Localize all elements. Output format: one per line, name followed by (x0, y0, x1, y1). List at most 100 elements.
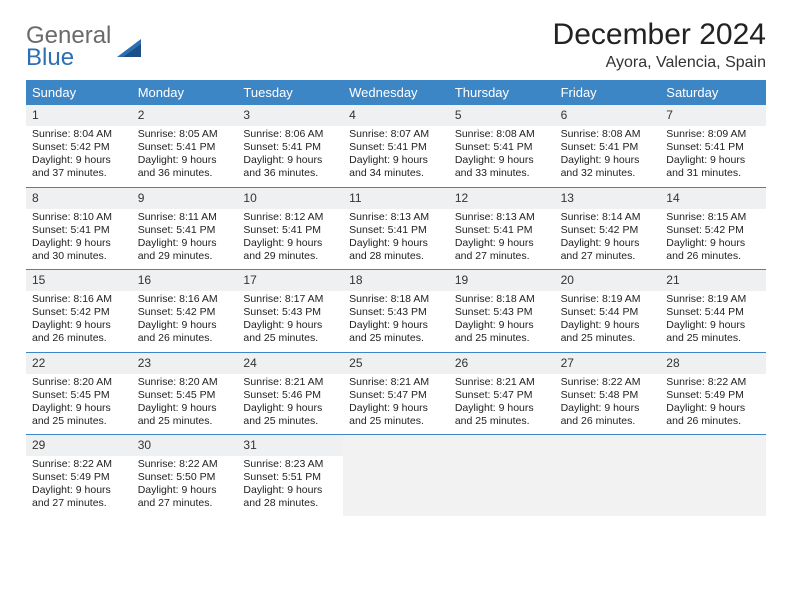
location-label: Ayora, Valencia, Spain (553, 54, 766, 72)
calendar-cell: 31Sunrise: 8:23 AMSunset: 5:51 PMDayligh… (237, 435, 343, 517)
sunset-line: Sunset: 5:41 PM (455, 224, 549, 237)
calendar-cell (555, 435, 661, 517)
sunset-line: Sunset: 5:48 PM (561, 389, 655, 402)
sunset-line: Sunset: 5:42 PM (32, 306, 126, 319)
day-number: 25 (343, 353, 449, 374)
day-number: 15 (26, 270, 132, 291)
day-number: 14 (660, 188, 766, 209)
daylight-line: Daylight: 9 hours and 37 minutes. (32, 154, 126, 180)
sunrise-line: Sunrise: 8:15 AM (666, 211, 760, 224)
calendar-cell: 28Sunrise: 8:22 AMSunset: 5:49 PMDayligh… (660, 353, 766, 435)
day-body: Sunrise: 8:20 AMSunset: 5:45 PMDaylight:… (132, 374, 238, 435)
sunset-line: Sunset: 5:41 PM (32, 224, 126, 237)
day-number: 5 (449, 105, 555, 126)
calendar-cell: 27Sunrise: 8:22 AMSunset: 5:48 PMDayligh… (555, 353, 661, 435)
day-body: Sunrise: 8:11 AMSunset: 5:41 PMDaylight:… (132, 209, 238, 270)
daylight-line: Daylight: 9 hours and 33 minutes. (455, 154, 549, 180)
day-body: Sunrise: 8:19 AMSunset: 5:44 PMDaylight:… (555, 291, 661, 352)
day-body: Sunrise: 8:23 AMSunset: 5:51 PMDaylight:… (237, 456, 343, 517)
title-block: December 2024 Ayora, Valencia, Spain (553, 18, 766, 72)
calendar-table: Sunday Monday Tuesday Wednesday Thursday… (26, 80, 766, 517)
day-number: 13 (555, 188, 661, 209)
day-number: 22 (26, 353, 132, 374)
day-number: 28 (660, 353, 766, 374)
calendar-cell (660, 435, 766, 517)
sunset-line: Sunset: 5:41 PM (349, 224, 443, 237)
weekday-header: Monday (132, 80, 238, 105)
calendar-cell: 29Sunrise: 8:22 AMSunset: 5:49 PMDayligh… (26, 435, 132, 517)
day-number: 30 (132, 435, 238, 456)
sunset-line: Sunset: 5:41 PM (666, 141, 760, 154)
sunset-line: Sunset: 5:41 PM (138, 224, 232, 237)
calendar-cell: 12Sunrise: 8:13 AMSunset: 5:41 PMDayligh… (449, 188, 555, 270)
day-number-empty (555, 435, 661, 456)
sunrise-line: Sunrise: 8:06 AM (243, 128, 337, 141)
day-number: 9 (132, 188, 238, 209)
sunrise-line: Sunrise: 8:08 AM (561, 128, 655, 141)
day-number-empty (660, 435, 766, 456)
day-body-empty (555, 456, 661, 516)
daylight-line: Daylight: 9 hours and 26 minutes. (666, 237, 760, 263)
daylight-line: Daylight: 9 hours and 28 minutes. (349, 237, 443, 263)
sunrise-line: Sunrise: 8:20 AM (138, 376, 232, 389)
day-number: 2 (132, 105, 238, 126)
day-number: 24 (237, 353, 343, 374)
sunset-line: Sunset: 5:42 PM (138, 306, 232, 319)
weekday-header: Saturday (660, 80, 766, 105)
calendar-cell: 11Sunrise: 8:13 AMSunset: 5:41 PMDayligh… (343, 188, 449, 270)
calendar-week: 29Sunrise: 8:22 AMSunset: 5:49 PMDayligh… (26, 435, 766, 517)
calendar-cell: 19Sunrise: 8:18 AMSunset: 5:43 PMDayligh… (449, 270, 555, 352)
calendar-body: 1Sunrise: 8:04 AMSunset: 5:42 PMDaylight… (26, 105, 766, 517)
day-number: 23 (132, 353, 238, 374)
calendar-cell: 6Sunrise: 8:08 AMSunset: 5:41 PMDaylight… (555, 105, 661, 187)
calendar-cell: 1Sunrise: 8:04 AMSunset: 5:42 PMDaylight… (26, 105, 132, 187)
day-body: Sunrise: 8:14 AMSunset: 5:42 PMDaylight:… (555, 209, 661, 270)
day-number-empty (343, 435, 449, 456)
daylight-line: Daylight: 9 hours and 29 minutes. (138, 237, 232, 263)
day-body: Sunrise: 8:19 AMSunset: 5:44 PMDaylight:… (660, 291, 766, 352)
daylight-line: Daylight: 9 hours and 34 minutes. (349, 154, 443, 180)
day-body: Sunrise: 8:12 AMSunset: 5:41 PMDaylight:… (237, 209, 343, 270)
sunrise-line: Sunrise: 8:22 AM (666, 376, 760, 389)
day-body: Sunrise: 8:09 AMSunset: 5:41 PMDaylight:… (660, 126, 766, 187)
sunrise-line: Sunrise: 8:22 AM (32, 458, 126, 471)
daylight-line: Daylight: 9 hours and 29 minutes. (243, 237, 337, 263)
calendar-cell: 24Sunrise: 8:21 AMSunset: 5:46 PMDayligh… (237, 353, 343, 435)
calendar-cell: 9Sunrise: 8:11 AMSunset: 5:41 PMDaylight… (132, 188, 238, 270)
day-body: Sunrise: 8:18 AMSunset: 5:43 PMDaylight:… (343, 291, 449, 352)
day-body: Sunrise: 8:22 AMSunset: 5:49 PMDaylight:… (26, 456, 132, 517)
sunset-line: Sunset: 5:41 PM (138, 141, 232, 154)
sunrise-line: Sunrise: 8:21 AM (455, 376, 549, 389)
day-body: Sunrise: 8:22 AMSunset: 5:49 PMDaylight:… (660, 374, 766, 435)
day-body: Sunrise: 8:17 AMSunset: 5:43 PMDaylight:… (237, 291, 343, 352)
daylight-line: Daylight: 9 hours and 25 minutes. (243, 402, 337, 428)
sunset-line: Sunset: 5:41 PM (349, 141, 443, 154)
day-number: 27 (555, 353, 661, 374)
calendar-cell: 22Sunrise: 8:20 AMSunset: 5:45 PMDayligh… (26, 353, 132, 435)
day-body: Sunrise: 8:22 AMSunset: 5:48 PMDaylight:… (555, 374, 661, 435)
day-number: 16 (132, 270, 238, 291)
sunset-line: Sunset: 5:45 PM (138, 389, 232, 402)
calendar-cell: 16Sunrise: 8:16 AMSunset: 5:42 PMDayligh… (132, 270, 238, 352)
daylight-line: Daylight: 9 hours and 26 minutes. (666, 402, 760, 428)
sunset-line: Sunset: 5:44 PM (561, 306, 655, 319)
sunrise-line: Sunrise: 8:21 AM (243, 376, 337, 389)
day-body: Sunrise: 8:18 AMSunset: 5:43 PMDaylight:… (449, 291, 555, 352)
calendar-page: General Blue December 2024 Ayora, Valenc… (0, 0, 792, 612)
sunrise-line: Sunrise: 8:05 AM (138, 128, 232, 141)
day-body: Sunrise: 8:05 AMSunset: 5:41 PMDaylight:… (132, 126, 238, 187)
sunset-line: Sunset: 5:50 PM (138, 471, 232, 484)
daylight-line: Daylight: 9 hours and 27 minutes. (32, 484, 126, 510)
calendar-cell: 18Sunrise: 8:18 AMSunset: 5:43 PMDayligh… (343, 270, 449, 352)
day-body: Sunrise: 8:07 AMSunset: 5:41 PMDaylight:… (343, 126, 449, 187)
calendar-cell (343, 435, 449, 517)
sunset-line: Sunset: 5:49 PM (666, 389, 760, 402)
daylight-line: Daylight: 9 hours and 36 minutes. (243, 154, 337, 180)
logo: General Blue (26, 18, 147, 70)
calendar-cell (449, 435, 555, 517)
sunset-line: Sunset: 5:44 PM (666, 306, 760, 319)
day-number: 26 (449, 353, 555, 374)
day-number: 10 (237, 188, 343, 209)
sunset-line: Sunset: 5:43 PM (349, 306, 443, 319)
logo-word-blue: Blue (26, 46, 111, 70)
